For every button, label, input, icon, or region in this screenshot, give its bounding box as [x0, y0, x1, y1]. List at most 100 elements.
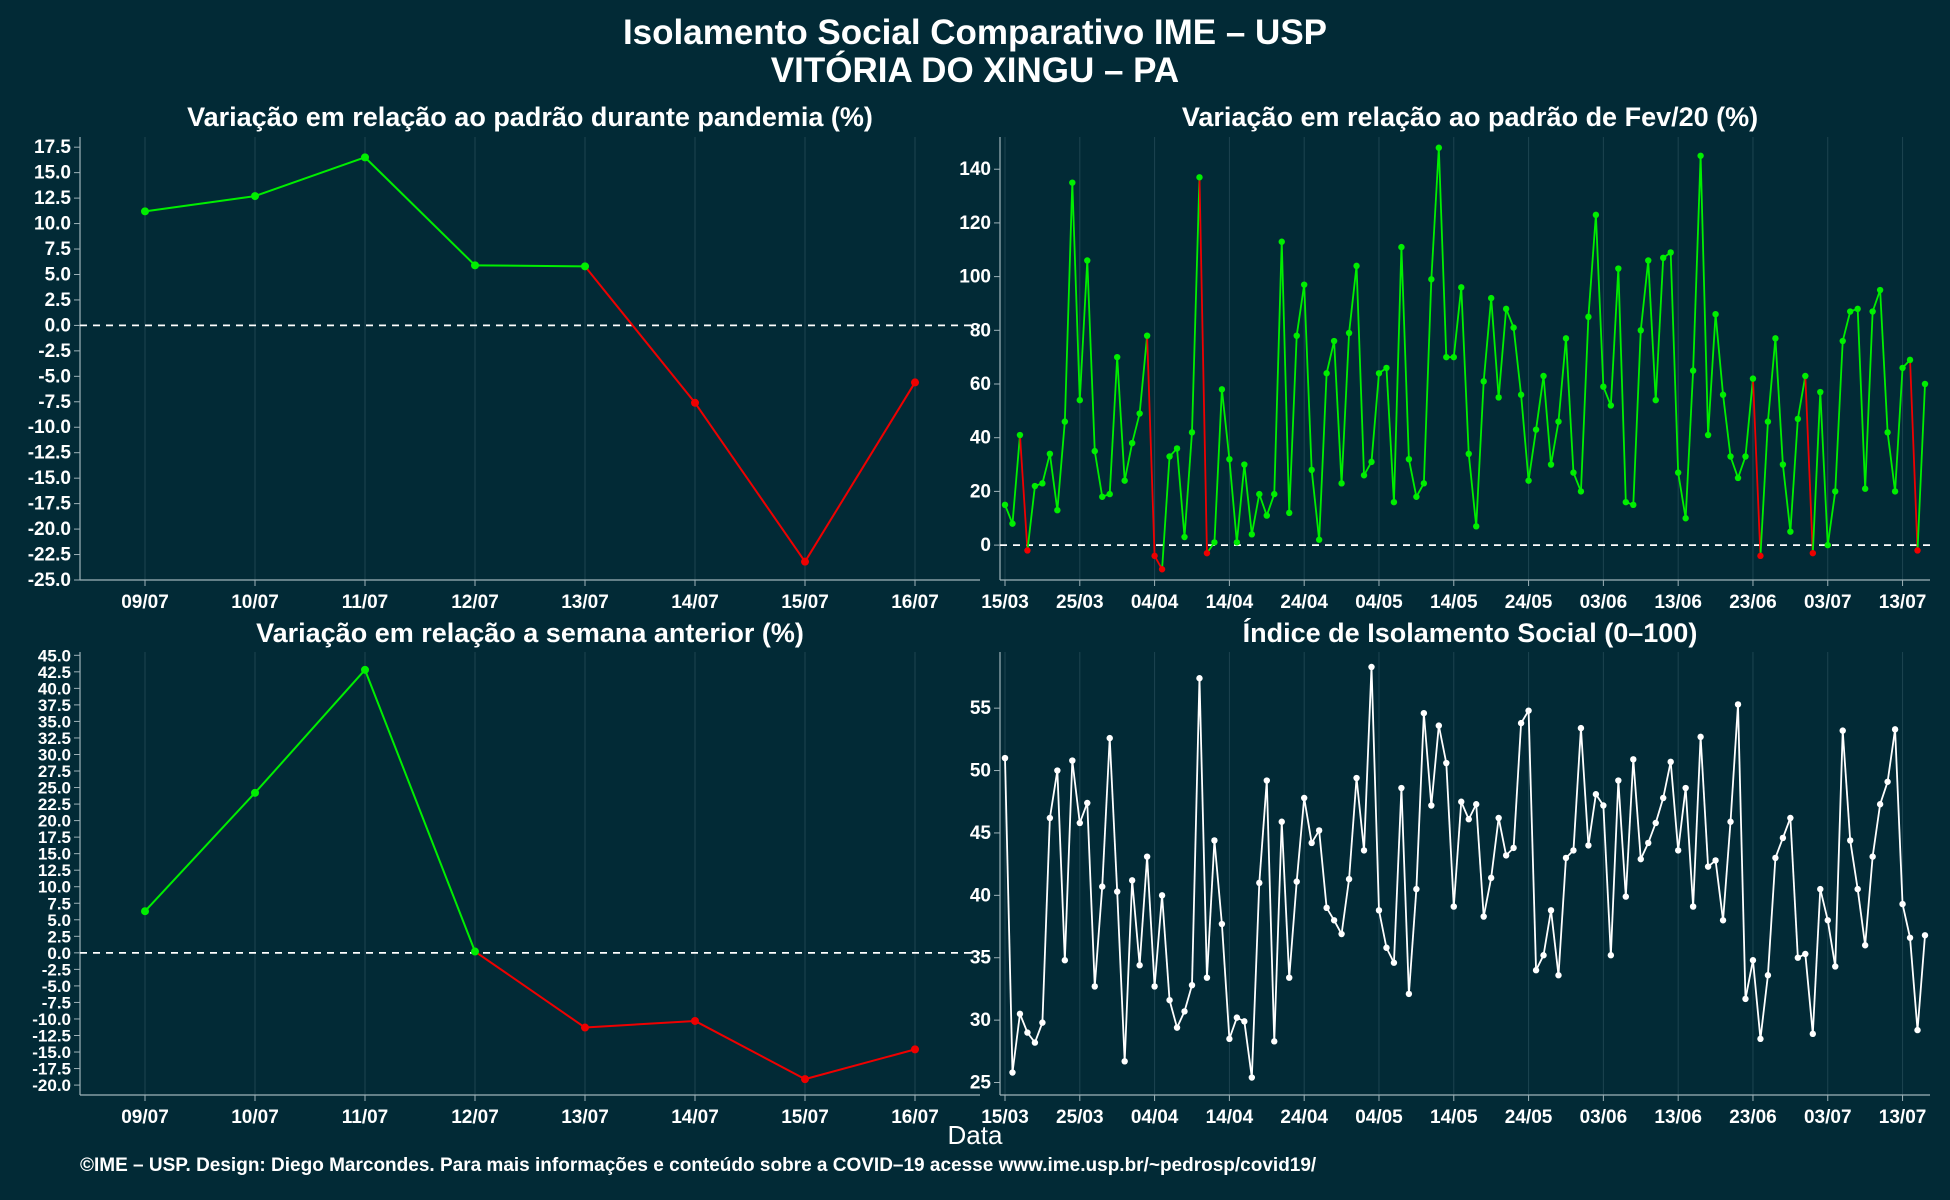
data-point [1039, 480, 1046, 487]
data-point [1241, 1018, 1248, 1025]
series-line-segment [1131, 413, 1141, 444]
series-line-segment [1116, 891, 1126, 1062]
data-point [1921, 380, 1929, 388]
data-point [1891, 488, 1899, 495]
series-line-segment [1729, 456, 1739, 479]
series-line-segment [1273, 821, 1283, 1042]
y-tick-label: -20.0 [28, 519, 71, 540]
y-tick-label: 22.5 [38, 795, 71, 814]
data-point [1383, 944, 1390, 951]
x-tick-label: 13/07 [1879, 592, 1927, 613]
series-line-segment [1048, 770, 1059, 819]
data-point [1136, 410, 1143, 417]
series-line-segment [1422, 713, 1433, 806]
y-tick-label: -7.5 [38, 392, 71, 413]
series-line-segment [1422, 279, 1433, 484]
series-line-segment [1310, 469, 1321, 540]
data-point [1226, 455, 1233, 463]
data-point [1278, 238, 1285, 245]
series-line-segment [1894, 729, 1904, 905]
series-line-segment [1602, 386, 1612, 406]
series-line-segment [804, 381, 916, 563]
data-point [1128, 877, 1136, 884]
data-point [1839, 727, 1846, 734]
data-point [1181, 533, 1188, 541]
series-line-segment [1864, 311, 1874, 489]
data-point [1697, 152, 1704, 159]
series-line-segment [1699, 736, 1709, 867]
y-tick-label: 0.0 [47, 944, 71, 963]
data-point [1854, 305, 1861, 313]
series-line-segment [1056, 421, 1066, 511]
data-point [1764, 418, 1772, 425]
series-line-segment [1834, 341, 1844, 492]
series-line-segment [1871, 804, 1882, 857]
x-tick-label: 16/07 [891, 592, 939, 613]
data-point [1600, 802, 1607, 809]
data-point [1166, 996, 1173, 1004]
x-tick-label: 14/05 [1430, 592, 1478, 613]
main-subtitle: VITÓRIA DO XINGU – PA [770, 51, 1180, 90]
data-point [1435, 144, 1443, 151]
data-point [1300, 281, 1308, 288]
data-point [1577, 488, 1585, 495]
data-point [1495, 814, 1502, 822]
data-point [1480, 913, 1487, 920]
series-line-segment [1250, 493, 1261, 535]
series-line-segment [1789, 418, 1799, 532]
y-tick-label: -15.0 [28, 468, 71, 489]
data-point [1181, 1008, 1188, 1015]
y-tick-label: 25 [970, 1073, 992, 1094]
data-point [1682, 784, 1689, 792]
series-line-segment [1909, 359, 1919, 551]
y-tick-label: 0 [980, 535, 991, 556]
data-point [1809, 1030, 1817, 1038]
series-line-segment [1774, 837, 1784, 859]
x-tick-label: 11/07 [342, 1107, 389, 1128]
data-point [1263, 777, 1270, 784]
y-tick-label: -7.5 [42, 993, 71, 1012]
series-line-segment [1146, 335, 1156, 556]
data-point [1241, 461, 1248, 468]
series-line-segment [1752, 378, 1762, 556]
series-line-segment [1280, 241, 1291, 513]
x-tick-label: 13/06 [1654, 1107, 1702, 1128]
data-point [1360, 472, 1368, 479]
data-point [1203, 974, 1211, 981]
data-point [1338, 930, 1345, 938]
data-point [1054, 506, 1061, 514]
data-point [1854, 885, 1861, 893]
y-tick-label: 40 [970, 885, 991, 906]
data-point [1211, 837, 1218, 844]
series-line-segment [1011, 434, 1021, 524]
data-point [1749, 957, 1757, 964]
series-line-segment [474, 950, 586, 1029]
data-point [1390, 959, 1398, 966]
data-point [1787, 814, 1794, 822]
data-point [1869, 853, 1876, 860]
y-tick-label: 0.0 [45, 315, 71, 336]
data-point [1428, 276, 1435, 283]
series-line-segment [1587, 794, 1597, 846]
x-tick-label: 24/05 [1505, 1107, 1553, 1128]
data-point [1712, 311, 1719, 318]
data-point [691, 398, 699, 407]
data-point [1286, 974, 1293, 981]
series-line-segment [1086, 260, 1096, 452]
data-point [1009, 520, 1016, 527]
data-point [1353, 774, 1360, 782]
series-line-segment [1744, 960, 1754, 1000]
data-point [1824, 541, 1831, 549]
data-point [1914, 547, 1921, 554]
series-line-segment [1714, 314, 1724, 395]
data-point [1622, 893, 1630, 900]
series-line-segment [1774, 338, 1784, 465]
y-tick-label: 30.0 [38, 745, 71, 764]
data-point [1375, 907, 1383, 914]
series-line-segment [1243, 464, 1253, 535]
data-point [1502, 852, 1510, 859]
series-line-segment [1445, 763, 1455, 907]
series-line-segment [1841, 311, 1852, 342]
data-point [1113, 888, 1121, 895]
x-tick-label: 13/07 [561, 592, 609, 613]
